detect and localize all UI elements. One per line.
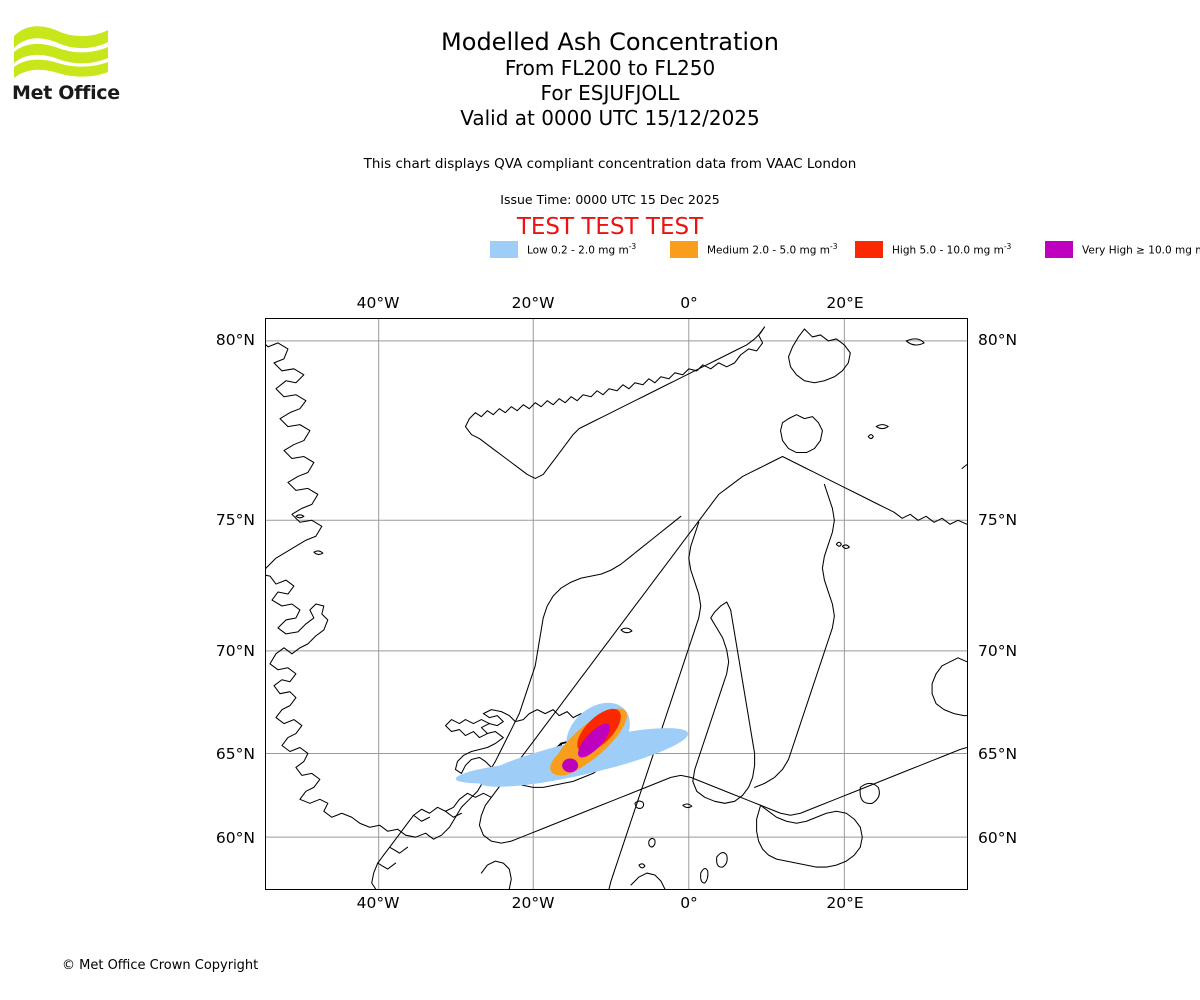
legend-swatch-very-high xyxy=(1045,240,1073,258)
lon-tick-label-top: 0° xyxy=(680,294,698,312)
legend-label-high: High 5.0 - 10.0 mg m-3 xyxy=(892,241,1012,257)
lon-tick-label-bottom: 20°E xyxy=(826,894,864,912)
lat-tick-label-right: 75°N xyxy=(978,511,1018,529)
lat-tick-label-right: 65°N xyxy=(978,745,1018,763)
svalbard-nordaustlandet xyxy=(787,328,851,384)
lon-tick-label-bottom: 20°W xyxy=(511,894,555,912)
legend-swatch-medium xyxy=(670,240,698,258)
page-title: Modelled Ash Concentration xyxy=(441,28,779,56)
shetland-islands xyxy=(648,837,656,848)
finland-russia-border xyxy=(754,483,835,788)
plume-very-high-contour xyxy=(562,723,611,773)
white-sea-coast xyxy=(931,657,967,717)
map-gridlines xyxy=(266,319,967,889)
met-office-logo: Met Office xyxy=(12,22,122,114)
valid-time-subtitle: Valid at 0000 UTC 15/12/2025 xyxy=(460,106,760,130)
gotland-island xyxy=(716,852,728,868)
norway-fjord-detail-3 xyxy=(389,846,409,854)
qva-note: This chart displays QVA compliant concen… xyxy=(363,156,857,172)
legend-item-low: Low 0.2 - 2.0 mg m-3 xyxy=(490,238,636,260)
norway-fjord-detail-1 xyxy=(444,810,462,818)
svalbard-islet-a xyxy=(875,424,889,430)
greenland-coastline xyxy=(266,515,682,840)
flight-level-subtitle: From FL200 to FL250 xyxy=(504,56,716,80)
greenland-north-fjords xyxy=(266,342,323,569)
hopen-island xyxy=(835,541,842,547)
lon-tick-label-bottom: 0° xyxy=(680,894,698,912)
legend-label-very-high: Very High ≥ 10.0 mg m-3 xyxy=(1082,244,1200,257)
lake-ladoga xyxy=(859,782,880,805)
test-banner: TEST TEST TEST xyxy=(516,214,704,240)
bear-island xyxy=(841,544,850,549)
lon-tick-label-bottom: 40°W xyxy=(356,894,400,912)
lat-tick-label-left: 60°N xyxy=(215,829,255,847)
met-office-wordmark: Met Office xyxy=(12,82,120,104)
volcano-subtitle: For ESJUFJOLL xyxy=(540,81,680,105)
iceland-nw-fjords xyxy=(444,719,490,739)
lat-tick-label-left: 80°N xyxy=(215,331,255,349)
faroe-islands xyxy=(634,800,645,809)
map-canvas xyxy=(266,319,967,889)
norway-fjord-detail-4 xyxy=(377,862,397,870)
concentration-legend: Low 0.2 - 2.0 mg m-3 Medium 2.0 - 5.0 mg… xyxy=(245,238,1200,260)
legend-item-medium: Medium 2.0 - 5.0 mg m-3 xyxy=(670,238,837,260)
svalbard-spitsbergen xyxy=(464,326,766,479)
legend-label-medium: Medium 2.0 - 5.0 mg m-3 xyxy=(707,241,838,257)
greenland-islet-a xyxy=(295,514,305,519)
scandinavia-islet-a xyxy=(682,803,693,809)
gulf-of-bothnia xyxy=(692,601,756,804)
kvitoya-island xyxy=(905,338,925,346)
lon-tick-label-top: 20°E xyxy=(826,294,864,312)
lat-tick-label-right: 80°N xyxy=(978,331,1018,349)
issue-time: Issue Time: 0000 UTC 15 Dec 2025 xyxy=(500,192,720,207)
denmark-jutland xyxy=(480,860,512,889)
lat-tick-label-right: 60°N xyxy=(978,829,1018,847)
lat-tick-label-left: 65°N xyxy=(215,745,255,763)
chart-title-block: Modelled Ash Concentration From FL200 to… xyxy=(300,28,920,131)
lon-tick-label-top: 20°W xyxy=(511,294,555,312)
lat-tick-label-left: 70°N xyxy=(215,642,255,660)
scandinavia-coastline xyxy=(478,455,967,844)
met-office-waves-icon xyxy=(14,26,108,78)
british-isles-top xyxy=(630,872,666,889)
lat-tick-label-right: 70°N xyxy=(978,642,1018,660)
ash-plume xyxy=(455,702,689,787)
sweden-finland-border xyxy=(608,521,702,889)
legend-item-high: High 5.0 - 10.0 mg m-3 xyxy=(855,238,1011,260)
novaya-zemlya-edge xyxy=(961,463,967,469)
orkney-islands xyxy=(638,863,646,869)
legend-swatch-high xyxy=(855,240,883,258)
ash-concentration-map xyxy=(265,318,968,890)
legend-label-low: Low 0.2 - 2.0 mg m-3 xyxy=(527,241,637,257)
copyright-notice: © Met Office Crown Copyright xyxy=(62,958,259,973)
jan-mayen-island xyxy=(620,627,633,634)
oland-island xyxy=(700,868,709,884)
norway-fjord-coast xyxy=(371,792,492,889)
legend-swatch-low xyxy=(490,240,518,258)
coastlines xyxy=(266,326,967,889)
svalbard-edgeoya xyxy=(780,414,823,454)
legend-item-very-high: Very High ≥ 10.0 mg m-3 xyxy=(1045,238,1200,260)
lon-tick-label-top: 40°W xyxy=(356,294,400,312)
svalbard-islet-b xyxy=(867,434,874,440)
baltic-coast xyxy=(756,804,863,868)
norway-fjord-detail-2 xyxy=(413,814,431,822)
greenland-islet-b xyxy=(313,550,324,555)
lat-tick-label-left: 75°N xyxy=(215,511,255,529)
